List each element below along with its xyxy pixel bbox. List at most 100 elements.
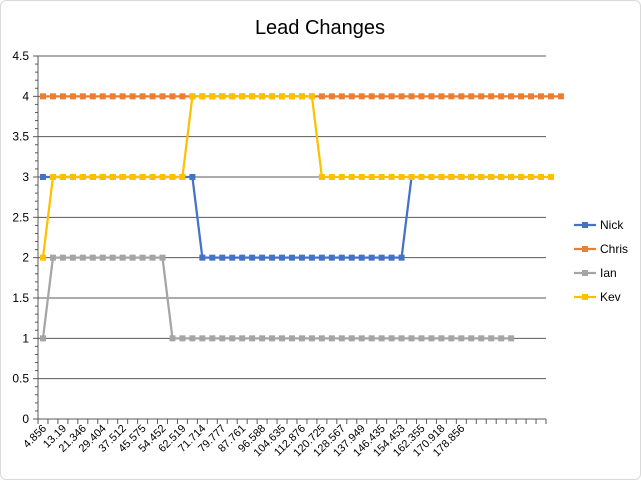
data-point-chris <box>398 93 405 100</box>
y-tick-label: 3.5 <box>12 130 29 144</box>
data-point-kev <box>199 93 206 100</box>
data-point-chris <box>478 93 485 100</box>
data-point-ian <box>239 335 246 342</box>
data-point-ian <box>468 335 475 342</box>
data-point-kev <box>209 93 216 100</box>
data-point-kev <box>368 174 375 180</box>
data-point-kev <box>149 174 156 180</box>
data-point-kev <box>169 174 176 180</box>
data-point-kev <box>189 93 196 100</box>
data-point-chris <box>358 93 365 100</box>
legend-label: Ian <box>600 266 617 280</box>
legend-label: Nick <box>600 218 624 232</box>
data-point-kev <box>448 174 455 180</box>
data-point-kev <box>39 254 46 261</box>
data-point-ian <box>169 335 176 342</box>
data-point-ian <box>259 335 266 342</box>
data-point-chris <box>39 93 46 100</box>
data-point-kev <box>398 174 405 180</box>
data-point-kev <box>99 174 106 180</box>
data-point-nick <box>239 254 246 261</box>
data-point-ian <box>378 335 385 342</box>
data-point-ian <box>458 335 465 342</box>
data-point-kev <box>229 93 236 100</box>
data-point-chris <box>139 93 146 100</box>
data-point-ian <box>219 335 226 342</box>
data-point-kev <box>438 174 445 180</box>
data-point-ian <box>119 254 126 261</box>
y-tick-labels: 0 0.5 1 1.5 2 2.5 3 3.5 4 4.5 <box>12 49 29 426</box>
data-point-ian <box>388 335 395 342</box>
data-point-ian <box>59 254 66 261</box>
data-point-kev <box>49 174 56 180</box>
data-point-kev <box>109 174 116 180</box>
data-point-ian <box>289 335 295 342</box>
data-point-chris <box>498 93 505 100</box>
data-point-nick <box>209 254 216 261</box>
data-point-ian <box>498 335 505 342</box>
data-point-kev <box>298 93 305 100</box>
data-point-kev <box>129 174 136 180</box>
data-point-nick <box>348 254 355 261</box>
data-point-nick <box>368 254 375 261</box>
data-point-kev <box>428 174 435 180</box>
data-point-chris <box>89 93 96 100</box>
data-point-kev <box>528 174 535 180</box>
data-point-nick <box>189 174 196 180</box>
data-point-ian <box>209 335 216 342</box>
data-point-chris <box>408 93 415 100</box>
series-line-kev <box>41 95 551 258</box>
data-point-chris <box>538 93 545 100</box>
data-point-chris <box>348 93 355 100</box>
data-point-kev <box>498 174 505 180</box>
data-point-kev <box>269 93 276 100</box>
data-point-nick <box>318 254 325 261</box>
data-point-ian <box>89 254 96 261</box>
axes <box>33 55 547 424</box>
data-point-kev <box>547 174 554 180</box>
data-point-chris <box>518 93 525 100</box>
data-point-chris <box>328 93 335 100</box>
data-point-nick <box>249 254 256 261</box>
data-point-kev <box>468 174 475 180</box>
data-point-ian <box>129 254 136 261</box>
data-point-kev <box>338 174 345 180</box>
data-point-ian <box>109 254 116 261</box>
data-point-kev <box>458 174 465 180</box>
data-point-kev <box>59 174 66 180</box>
data-point-kev <box>69 174 76 180</box>
data-point-ian <box>99 254 106 261</box>
data-point-chris <box>528 93 535 100</box>
data-point-ian <box>478 335 485 342</box>
data-point-nick <box>308 254 315 261</box>
data-point-chris <box>468 93 475 100</box>
data-point-chris <box>179 93 186 100</box>
data-point-chris <box>557 93 564 100</box>
y-tick-label: 0.5 <box>12 372 29 386</box>
data-point-kev <box>259 93 266 100</box>
data-point-ian <box>508 335 515 342</box>
data-point-nick <box>378 254 385 261</box>
y-tick-label: 2 <box>22 251 29 265</box>
data-point-kev <box>478 174 485 180</box>
data-point-chris <box>109 93 116 100</box>
data-point-chris <box>149 93 156 100</box>
data-point-nick <box>269 254 276 261</box>
legend: Nick Chris Ian Kev <box>574 218 628 304</box>
data-point-ian <box>49 254 56 261</box>
data-point-ian <box>279 335 286 342</box>
data-point-kev <box>388 174 395 180</box>
data-point-chris <box>99 93 106 100</box>
data-point-ian <box>428 335 435 342</box>
data-point-kev <box>348 174 355 180</box>
data-point-chris <box>49 93 56 100</box>
y-tick-label: 4.5 <box>12 49 29 63</box>
data-point-ian <box>79 254 86 261</box>
legend-label: Kev <box>600 290 621 304</box>
data-point-ian <box>249 335 256 342</box>
data-point-ian <box>418 335 425 342</box>
data-point-kev <box>318 174 325 180</box>
data-point-ian <box>408 335 415 342</box>
y-tick-label: 2.5 <box>12 210 29 224</box>
